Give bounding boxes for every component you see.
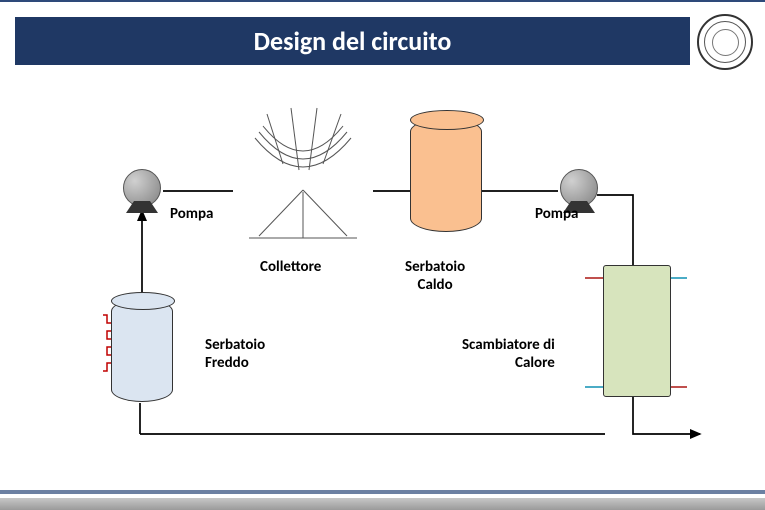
heat-exchanger [603,265,671,397]
circuit-diagram: Pompa Pompa Collettore Serbatoio Caldo S… [15,78,745,478]
university-seal-icon [697,14,753,70]
pump-left [122,173,162,207]
decor-footer-bar [0,498,765,510]
label-hot-tank: Serbatoio Caldo [405,258,465,294]
hot-tank [410,118,482,232]
decor-top-line [0,0,765,2]
collector [233,111,373,246]
label-hot-tank-l2: Caldo [405,276,465,294]
page-title: Design del circuito [254,25,452,57]
decor-bottom-line [0,490,765,494]
label-collector: Collettore [260,258,321,276]
label-hx-l1: Scambiatore di [462,336,555,354]
label-hot-tank-l1: Serbatoio [405,258,465,276]
label-cold-tank: Serbatoio Freddo [205,336,265,372]
label-pump-right: Pompa [535,205,578,223]
title-bar: Design del circuito [15,17,690,65]
label-heat-exchanger: Scambiatore di Calore [460,336,555,372]
label-cold-tank-l1: Serbatoio [205,336,265,354]
label-pump-left: Pompa [170,205,213,223]
label-cold-tank-l2: Freddo [205,354,265,372]
label-hx-l2: Calore [460,354,555,372]
cold-tank [111,299,173,402]
pump-right [559,173,599,207]
